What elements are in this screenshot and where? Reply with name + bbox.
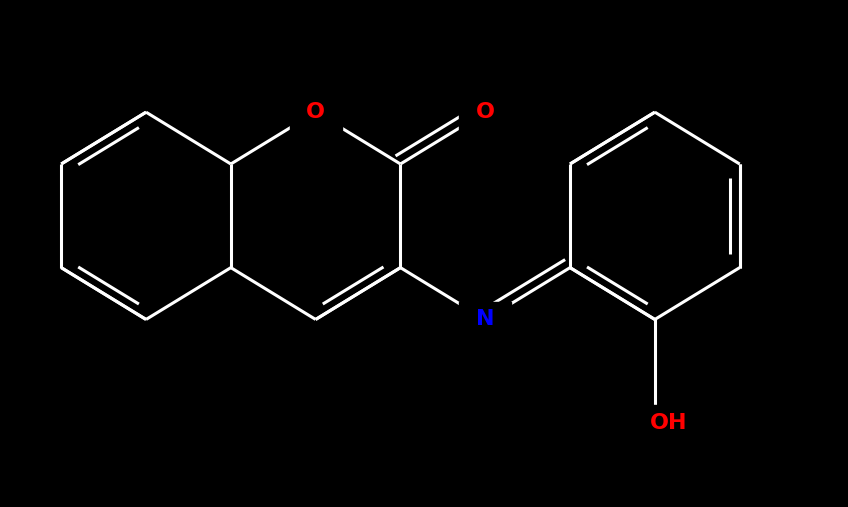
Text: OH: OH bbox=[650, 413, 688, 433]
Bar bbox=[460, 94, 511, 130]
Text: N: N bbox=[476, 309, 494, 330]
Bar bbox=[290, 94, 342, 130]
Bar bbox=[460, 302, 511, 337]
Text: O: O bbox=[476, 102, 494, 122]
Bar bbox=[620, 405, 690, 441]
Text: O: O bbox=[306, 102, 325, 122]
